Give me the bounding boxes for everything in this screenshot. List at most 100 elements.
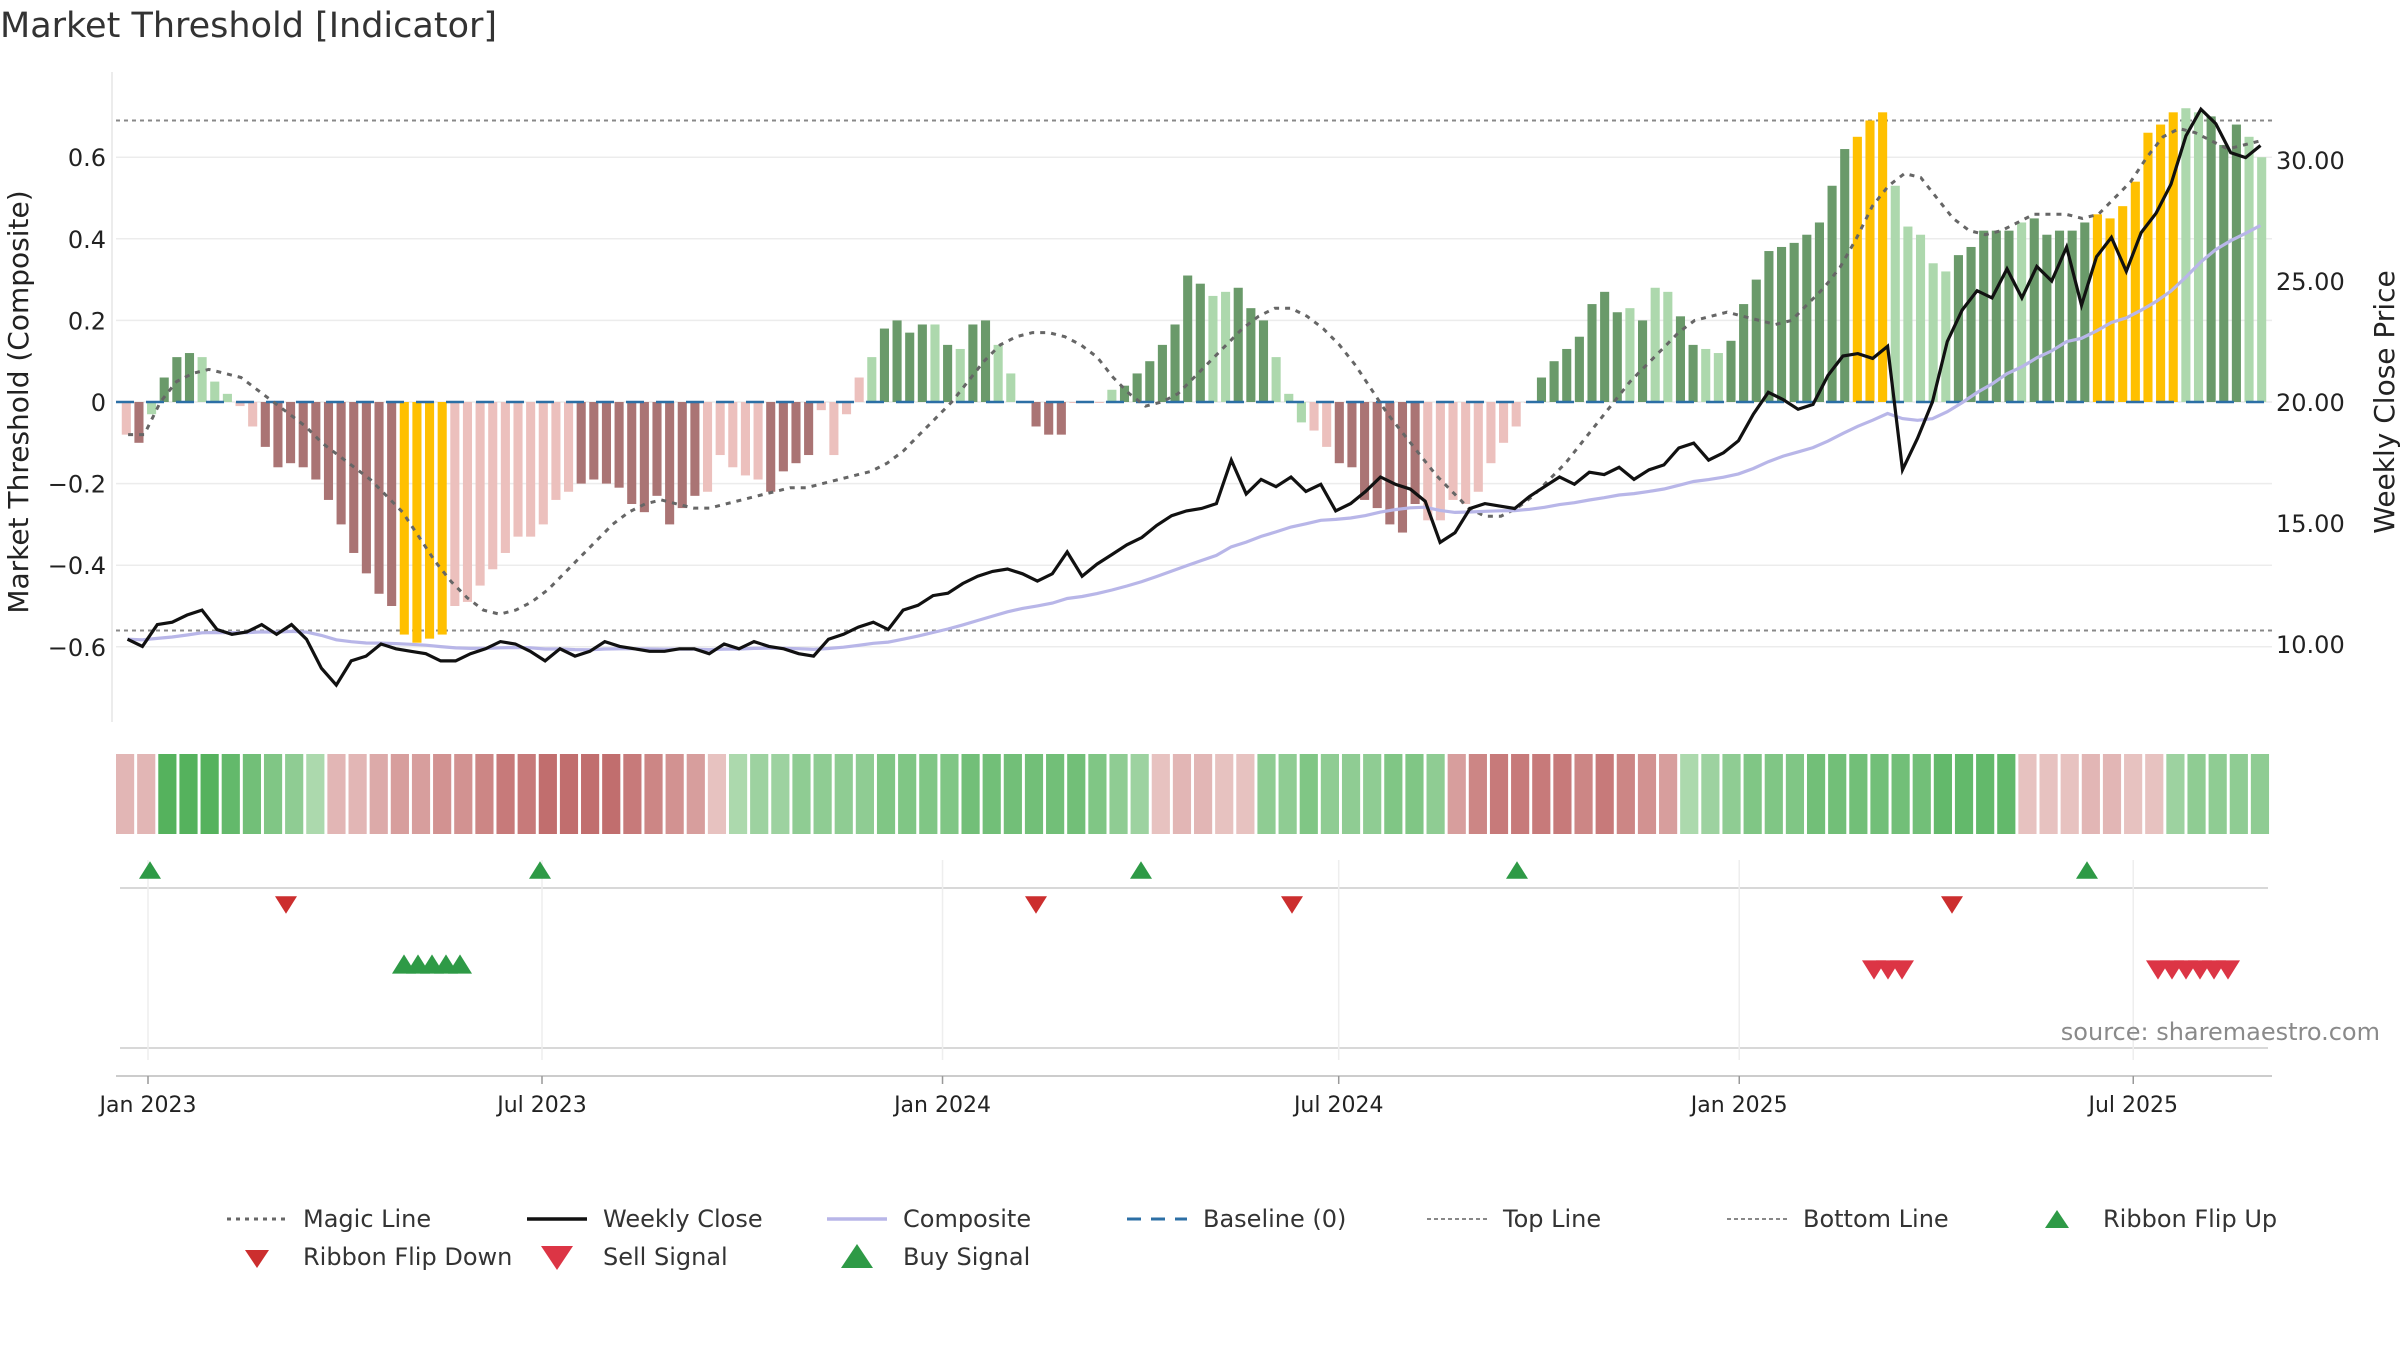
composite-bar — [804, 402, 814, 456]
composite-bar — [412, 402, 422, 643]
composite-bar — [336, 402, 346, 525]
ribbon-cell — [2124, 754, 2143, 834]
ribbon-cell — [475, 754, 494, 834]
composite-bar — [1915, 234, 1926, 402]
composite-bar — [374, 402, 384, 594]
ribbon-cell — [1468, 754, 1487, 834]
composite-bar — [2244, 136, 2254, 403]
composite-bar — [1157, 344, 1167, 402]
composite-bar — [728, 402, 738, 468]
ribbon-cell — [538, 754, 557, 834]
composite-bar — [159, 377, 169, 402]
ribbon-cell — [2060, 754, 2079, 834]
composite-bar — [905, 332, 915, 402]
composite-bar — [1928, 263, 1938, 402]
composite-bar — [1309, 402, 1319, 431]
ribbon-cell — [137, 754, 156, 834]
composite-bar — [2054, 230, 2065, 402]
composite-bar — [1751, 279, 1761, 402]
composite-bar — [1953, 255, 1963, 402]
composite-bar — [1991, 230, 2001, 402]
ribbon-cell — [158, 754, 177, 834]
composite-bar — [639, 402, 649, 513]
composite-bar — [1587, 304, 1597, 402]
composite-bar — [1789, 242, 1799, 402]
legend-weekly-close: Weekly Close — [525, 1204, 825, 1234]
composite-bar — [1966, 246, 1976, 402]
ribbon-cell — [1680, 754, 1699, 834]
ribbon-cell — [644, 754, 663, 834]
composite-bar — [1119, 385, 1130, 402]
ribbon-cell — [623, 754, 642, 834]
ribbon-cell — [855, 754, 874, 834]
ribbon-flip-up-marker — [2076, 861, 2098, 879]
composite-bar — [526, 402, 536, 537]
sell-signal-marker — [2216, 960, 2240, 980]
ribbon-flip-up-marker — [1130, 861, 1152, 879]
x-tick-label: Jul 2023 — [495, 1093, 587, 1118]
composite-bar — [2092, 214, 2102, 402]
composite-bar — [349, 402, 359, 553]
legend-bottom-line: Bottom Line — [1725, 1204, 2025, 1234]
composite-bar — [1827, 185, 1837, 402]
right-tick-label: 25.00 — [2276, 268, 2345, 296]
dashed-line-icon — [1127, 1217, 1187, 1221]
ribbon-cell — [411, 754, 431, 834]
composite-bar — [1802, 234, 1812, 402]
composite-bar — [260, 402, 270, 447]
composite-bar — [1246, 308, 1256, 402]
composite-bar — [1726, 340, 1736, 402]
composite-bar — [766, 402, 776, 492]
legend-ribbon-flip-down: Ribbon Flip Down — [225, 1242, 525, 1272]
dotted-gray-line-icon — [1427, 1218, 1487, 1220]
ribbon-cell — [1341, 754, 1361, 834]
left-tick-label: −0.2 — [48, 471, 106, 499]
composite-bar — [1852, 136, 1862, 403]
composite-bar — [2181, 108, 2191, 403]
composite-bar — [1486, 402, 1496, 464]
ribbon-cell — [1997, 754, 2016, 834]
composite-bar — [1739, 304, 1749, 402]
composite-bar — [930, 324, 940, 402]
lavender-line-icon — [827, 1217, 887, 1221]
ribbon-cell — [2187, 754, 2206, 834]
composite-bar — [1258, 320, 1269, 402]
right-tick-label: 30.00 — [2276, 147, 2345, 175]
ribbon-cell — [454, 754, 473, 834]
left-tick-label: 0.6 — [68, 144, 106, 172]
composite-bar — [715, 402, 725, 456]
composite-bar — [740, 402, 750, 476]
composite-bar — [323, 402, 334, 500]
ribbon-cell — [1828, 754, 1847, 834]
x-tick-label: Jan 2025 — [1689, 1093, 1788, 1118]
ribbon-cell — [2081, 754, 2100, 834]
composite-bar — [2130, 181, 2140, 402]
ribbon-cell — [263, 754, 283, 834]
ribbon-cell — [813, 754, 832, 834]
composite-bar — [1638, 320, 1648, 402]
ribbon-cell — [581, 754, 600, 834]
composite-bar — [1208, 295, 1218, 402]
ribbon-cell — [200, 754, 219, 834]
composite-bar — [184, 353, 195, 402]
chart-title: Market Threshold [Indicator] — [0, 6, 498, 46]
composite-bar — [614, 402, 624, 488]
composite-bar — [2029, 218, 2039, 402]
ribbon-cell — [665, 754, 684, 834]
ribbon-cell — [876, 754, 896, 834]
composite-bar — [1814, 222, 1824, 402]
ribbon-cell — [1236, 754, 1255, 834]
composite-bar — [1941, 271, 1951, 402]
ribbon-cell — [1067, 754, 1086, 834]
x-tick-label: Jul 2024 — [1292, 1093, 1384, 1118]
composite-bar — [1461, 402, 1471, 504]
ribbon-cell — [792, 754, 811, 834]
composite-bar — [1600, 291, 1610, 402]
composite-bar — [2219, 144, 2229, 402]
ribbon-cell — [1109, 754, 1128, 834]
composite-bar — [1878, 112, 1888, 402]
composite-bar — [538, 402, 548, 525]
composite-line — [127, 223, 2262, 652]
weekly-close-line — [126, 106, 2262, 688]
composite-bar — [601, 402, 612, 484]
